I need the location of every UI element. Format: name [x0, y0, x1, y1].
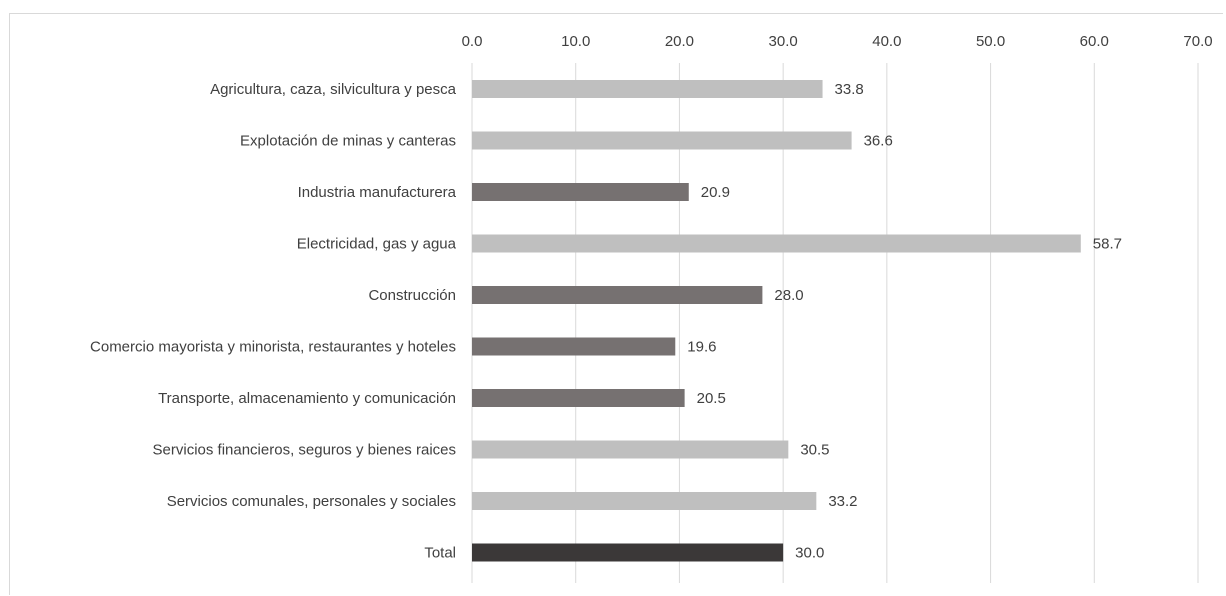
x-tick-label: 70.0: [1183, 33, 1212, 50]
category-label: Transporte, almacenamiento y comunicació…: [158, 390, 456, 407]
data-label: 33.8: [835, 81, 864, 98]
data-labels: 33.8 36.6 20.9 58.7 28.0 19.6 20.5 30.5 33.2 30.0: [687, 81, 1122, 562]
bar: [472, 80, 823, 98]
category-labels: Agricultura, caza, silvicultura y pesca E…: [90, 81, 457, 562]
category-label: Total: [424, 545, 456, 562]
x-tick-label: 30.0: [769, 33, 798, 50]
bar: [472, 440, 789, 459]
x-tick-label: 60.0: [1080, 33, 1109, 50]
data-label: 28.0: [774, 287, 803, 304]
x-tick-label: 50.0: [976, 33, 1005, 50]
category-label: Agricultura, caza, silvicultura y pesca: [210, 81, 457, 98]
data-label: 33.2: [828, 493, 857, 510]
category-label: Servicios financieros, seguros y bienes …: [153, 442, 456, 459]
bars: [472, 80, 1081, 562]
data-label: 20.5: [697, 390, 726, 407]
category-label: Comercio mayorista y minorista, restaura…: [90, 339, 456, 356]
bar: [472, 389, 685, 407]
category-label: Industria manufacturera: [298, 184, 457, 201]
category-label: Servicios comunales, personales y social…: [167, 493, 456, 510]
data-label: 30.5: [800, 442, 829, 459]
bar: [472, 543, 784, 562]
bar: [472, 337, 676, 356]
x-axis-ticks: 0.0 10.0 20.0 30.0 40.0 50.0 60.0 70.0: [462, 33, 1213, 50]
x-tick-label: 0.0: [462, 33, 483, 50]
data-label: 30.0: [795, 545, 824, 562]
category-label: Electricidad, gas y agua: [297, 236, 457, 253]
category-label: Construcción: [368, 287, 456, 304]
x-tick-label: 10.0: [561, 33, 590, 50]
bar: [472, 234, 1081, 253]
bar: [472, 492, 817, 510]
x-tick-label: 20.0: [665, 33, 694, 50]
data-label: 36.6: [864, 133, 893, 150]
x-tick-label: 40.0: [872, 33, 901, 50]
bar: [472, 183, 689, 201]
data-label: 20.9: [701, 184, 730, 201]
data-label: 19.6: [687, 339, 716, 356]
bar: [472, 286, 763, 304]
category-label: Explotación de minas y canteras: [240, 133, 456, 150]
bar: [472, 131, 852, 150]
data-label: 58.7: [1093, 236, 1122, 253]
